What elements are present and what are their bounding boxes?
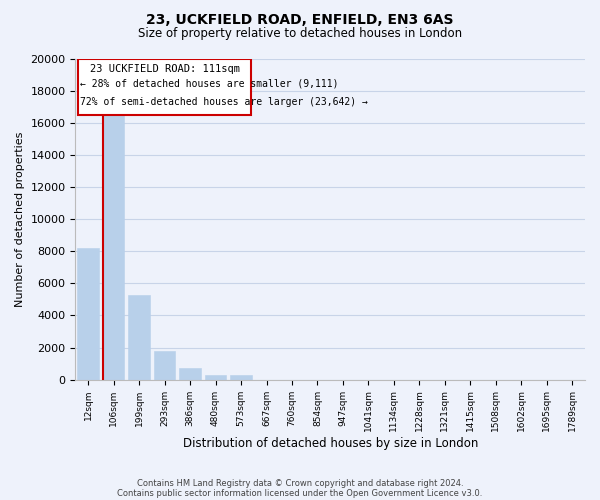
X-axis label: Distribution of detached houses by size in London: Distribution of detached houses by size … (182, 437, 478, 450)
Y-axis label: Number of detached properties: Number of detached properties (15, 132, 25, 307)
Text: Size of property relative to detached houses in London: Size of property relative to detached ho… (138, 28, 462, 40)
Bar (230, 375, 252, 380)
Text: Contains HM Land Registry data © Crown copyright and database right 2024.: Contains HM Land Registry data © Crown c… (137, 478, 463, 488)
Text: ← 28% of detached houses are smaller (9,111): ← 28% of detached houses are smaller (9,… (80, 78, 339, 88)
FancyBboxPatch shape (78, 59, 251, 115)
Bar (205, 375, 226, 380)
Text: 72% of semi-detached houses are larger (23,642) →: 72% of semi-detached houses are larger (… (80, 98, 368, 108)
Bar (179, 368, 201, 380)
Text: 23 UCKFIELD ROAD: 111sqm: 23 UCKFIELD ROAD: 111sqm (89, 64, 239, 74)
Bar (128, 294, 150, 380)
Bar (77, 248, 99, 380)
Bar (154, 350, 175, 380)
Bar (103, 114, 124, 380)
Text: Contains public sector information licensed under the Open Government Licence v3: Contains public sector information licen… (118, 488, 482, 498)
Text: 23, UCKFIELD ROAD, ENFIELD, EN3 6AS: 23, UCKFIELD ROAD, ENFIELD, EN3 6AS (146, 12, 454, 26)
